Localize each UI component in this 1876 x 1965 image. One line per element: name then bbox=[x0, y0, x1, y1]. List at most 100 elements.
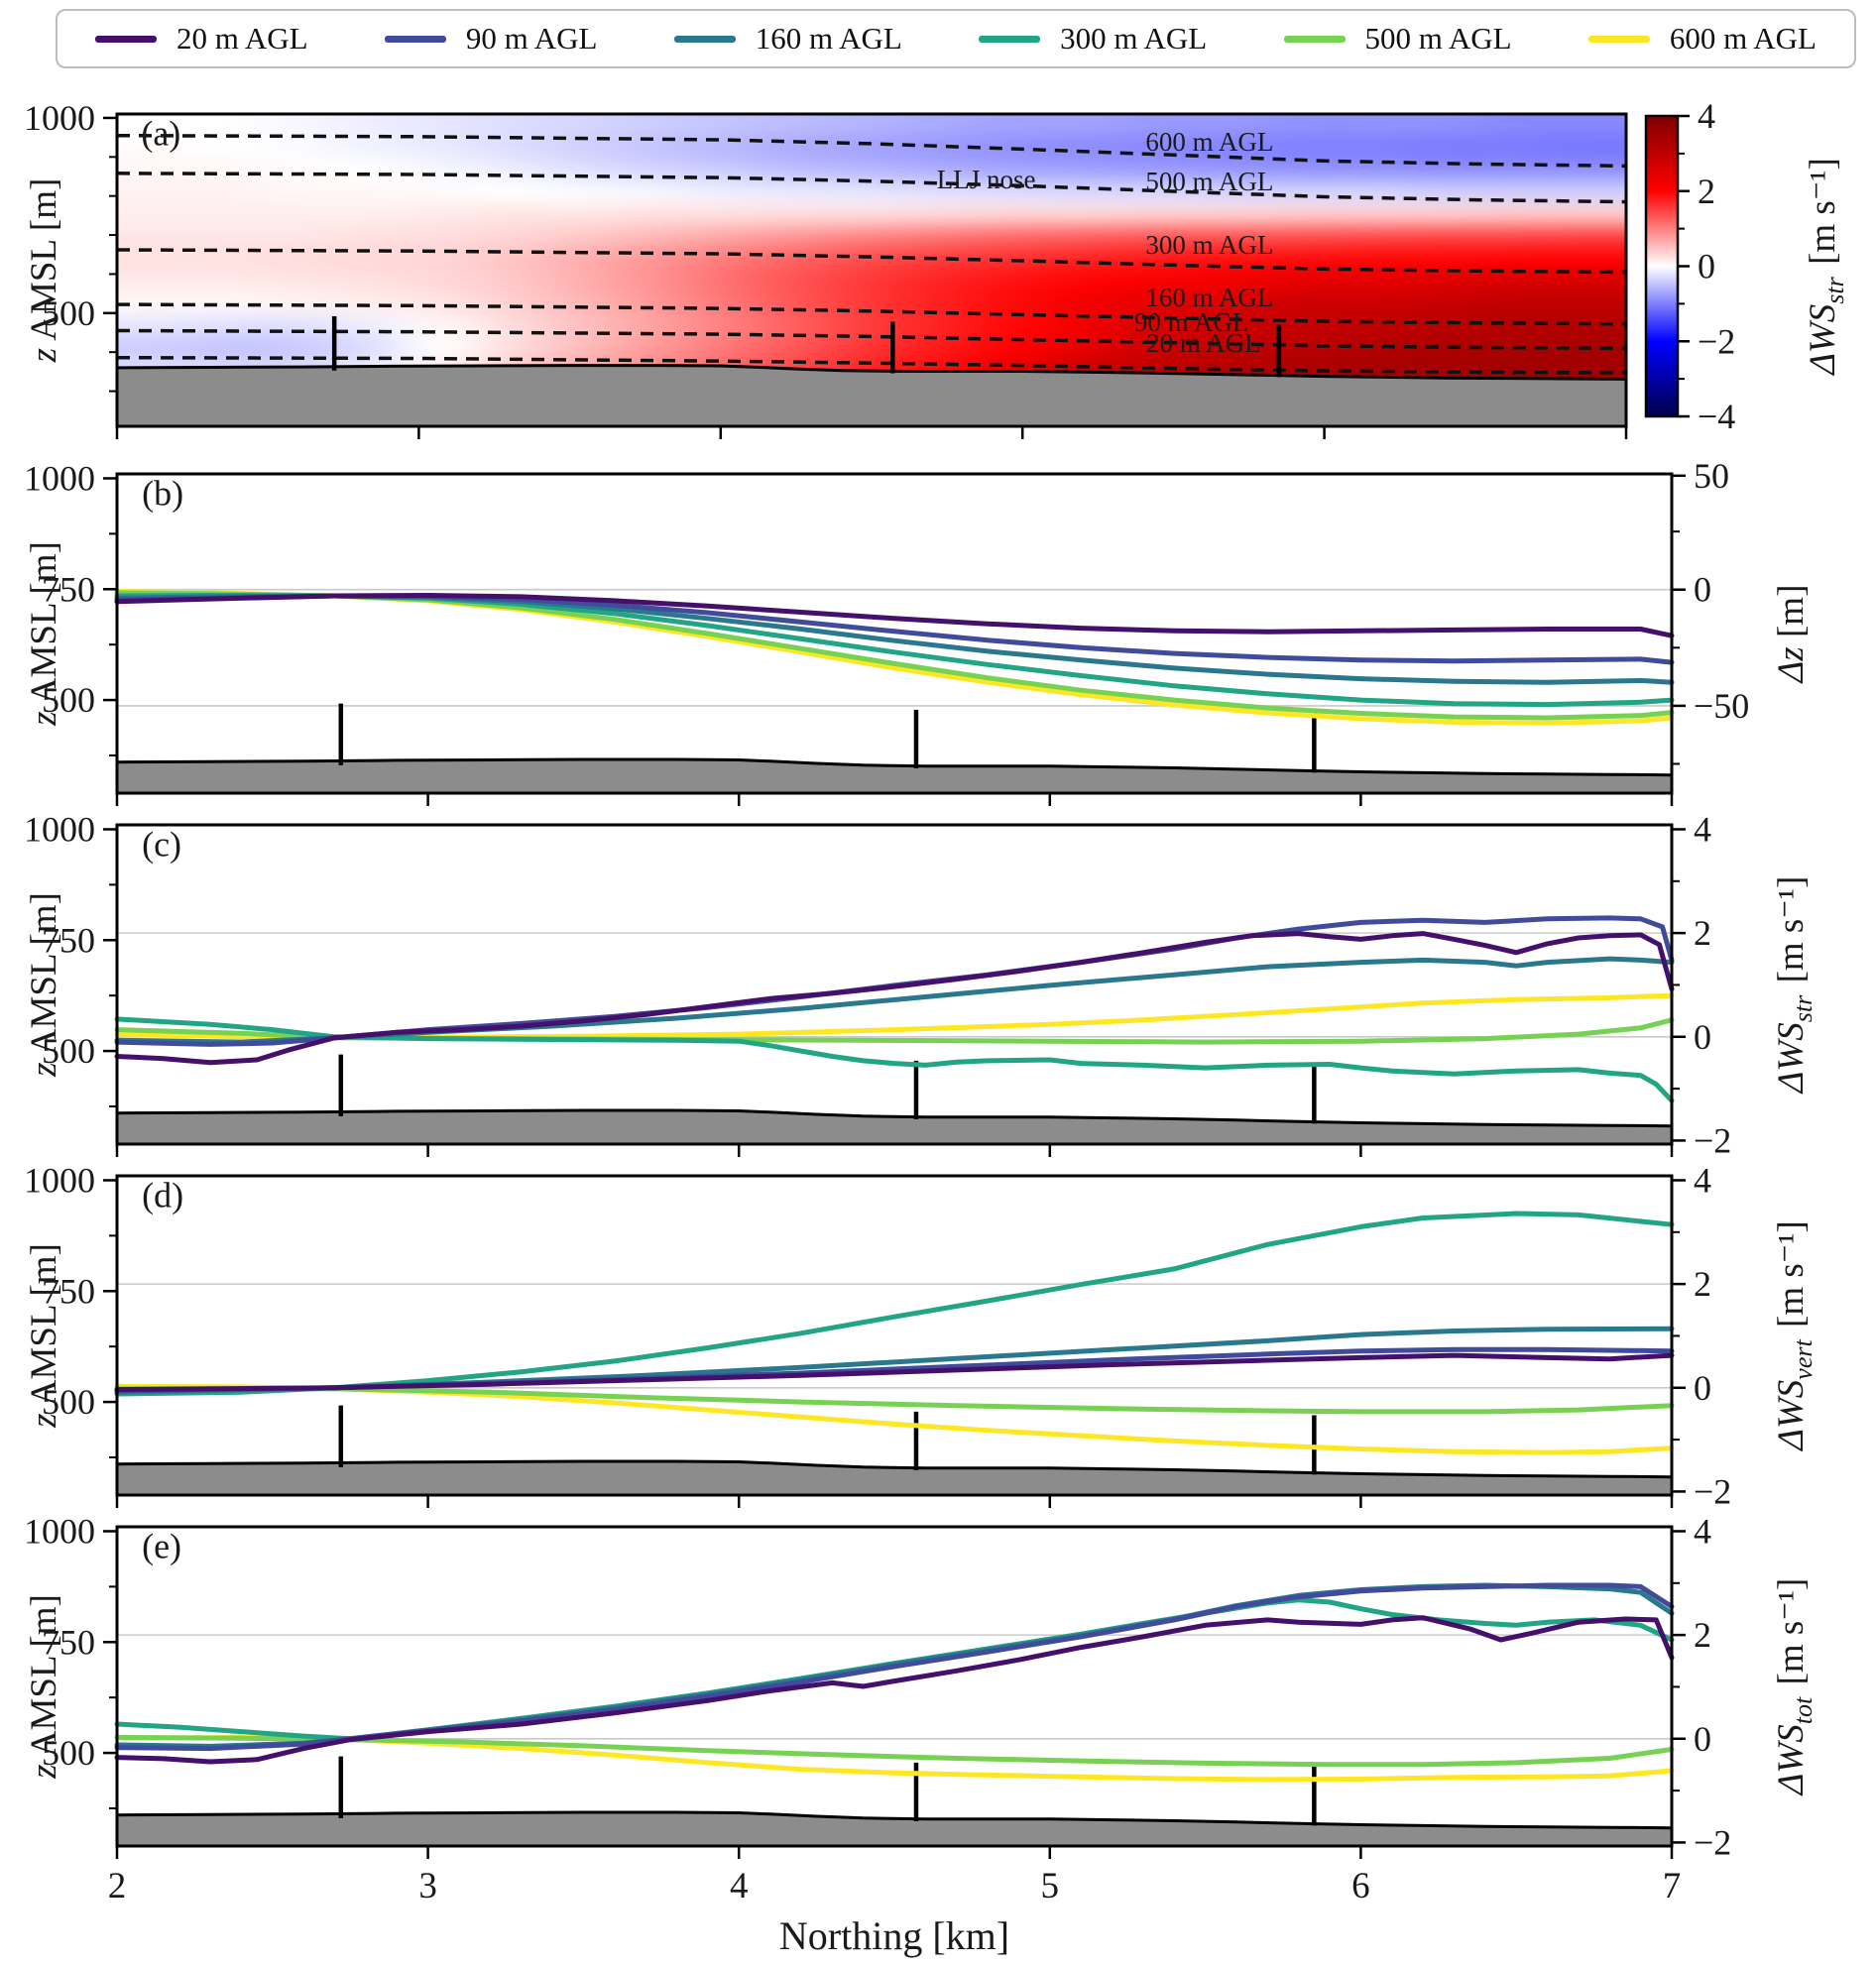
contour-label: 500 m AGL bbox=[1145, 167, 1273, 196]
colorbar-label: ΔWSstr [m s⁻¹] bbox=[1803, 158, 1849, 377]
series-500-m-agl bbox=[114, 590, 1675, 721]
right-tick-label: 4 bbox=[1694, 809, 1711, 849]
x-tick-label: 3 bbox=[418, 1866, 437, 1907]
x-axis-label: Northing [km] bbox=[779, 1913, 1009, 1958]
panel-letter: (c) bbox=[142, 824, 181, 864]
legend-item-label: 90 m AGL bbox=[465, 21, 598, 56]
y-tick-label: 500 bbox=[42, 1031, 95, 1071]
series-20-m-agl bbox=[114, 931, 1675, 1066]
contour-label: 600 m AGL bbox=[1145, 127, 1273, 157]
y-tick-label: 500 bbox=[42, 293, 95, 333]
y-tick-label: 500 bbox=[42, 680, 95, 720]
series-300-m-agl bbox=[114, 1016, 1675, 1103]
x-tick-label: 2 bbox=[108, 1866, 127, 1907]
legend-item-label: 600 m AGL bbox=[1669, 21, 1817, 56]
legend-item-600-m-agl: 600 m AGL bbox=[1587, 21, 1817, 57]
y-tick-label: 1000 bbox=[24, 1511, 95, 1551]
legend-item-90-m-agl: 90 m AGL bbox=[384, 21, 598, 57]
y-tick-label: 750 bbox=[42, 1622, 95, 1662]
terrain bbox=[117, 365, 1626, 426]
right-axis-label: ΔWStot [m s⁻¹] bbox=[1771, 1578, 1817, 1797]
terrain-surface-line bbox=[116, 757, 1673, 777]
right-tick-label: −2 bbox=[1694, 1471, 1731, 1511]
plot-frame bbox=[115, 1525, 1674, 1848]
terrain-surface-line bbox=[116, 1108, 1673, 1128]
x-tick-label: 6 bbox=[1351, 1866, 1370, 1907]
contour-label: LLJ nose bbox=[937, 165, 1036, 194]
colorbar-tick-label: 2 bbox=[1698, 172, 1715, 211]
series-20-m-agl bbox=[114, 1352, 1675, 1393]
series-90-m-agl bbox=[114, 1582, 1675, 1752]
colorbar-tick-label: −4 bbox=[1698, 397, 1735, 436]
contour-line-300-m-agl bbox=[116, 248, 1627, 275]
series-20-m-agl bbox=[114, 593, 1675, 638]
series-600-m-agl bbox=[114, 1383, 1675, 1455]
contour-line-20-m-agl bbox=[116, 355, 1627, 375]
plot-frame bbox=[115, 472, 1674, 795]
contour-label: 160 m AGL bbox=[1145, 283, 1273, 312]
right-axis-label: ΔWSstr [m s⁻¹] bbox=[1771, 876, 1817, 1096]
panel-d: (d) 1000 750 500 4 2 0 −2 ΔWSvert [m s⁻¹] z AMSL … bbox=[24, 1160, 1817, 1511]
right-tick-label: 4 bbox=[1694, 1160, 1711, 1200]
legend-item-160-m-agl: 160 m AGL bbox=[673, 21, 902, 57]
left-axis-label: z AMSL [m] bbox=[24, 541, 64, 727]
colorbar-gradient bbox=[1644, 114, 1680, 418]
right-tick-label: 4 bbox=[1694, 1511, 1711, 1551]
y-tick-label: 750 bbox=[42, 569, 95, 609]
legend-item-500-m-agl: 500 m AGL bbox=[1283, 21, 1512, 57]
legend-line-swatch bbox=[979, 35, 1041, 43]
contour-label: 20 m AGL bbox=[1146, 328, 1261, 358]
contour-line-500-m-agl bbox=[116, 172, 1627, 204]
right-tick-label: 0 bbox=[1694, 1719, 1711, 1759]
panel-letter: (e) bbox=[142, 1526, 181, 1565]
x-tick-label: 7 bbox=[1663, 1866, 1682, 1907]
legend-line-swatch bbox=[384, 35, 446, 43]
panel-letter: (a) bbox=[141, 114, 180, 154]
y-tick-label: 1000 bbox=[24, 98, 95, 138]
right-tick-label: −50 bbox=[1694, 686, 1749, 726]
legend-item-label: 160 m AGL bbox=[755, 21, 902, 56]
panel-letter: (d) bbox=[142, 1175, 183, 1214]
contour-line-600-m-agl bbox=[116, 133, 1627, 169]
right-tick-label: 0 bbox=[1694, 1368, 1711, 1408]
terrain bbox=[117, 1110, 1672, 1144]
legend-line-swatch bbox=[95, 35, 157, 43]
legend-item-label: 500 m AGL bbox=[1364, 21, 1512, 56]
series-500-m-agl bbox=[114, 1734, 1675, 1768]
right-tick-label: 2 bbox=[1694, 913, 1711, 953]
panel-letter: (b) bbox=[142, 473, 183, 513]
legend: 20 m AGL 90 m AGL 160 m AGL 300 m AGL 500 m … bbox=[56, 9, 1856, 68]
right-tick-label: 2 bbox=[1694, 1615, 1711, 1655]
terrain bbox=[117, 1812, 1672, 1846]
plot-frame bbox=[115, 1174, 1674, 1497]
panel-a: 600 m AGL LLJ nose 500 m AGL 300 m AGL 160 m… bbox=[24, 98, 1628, 439]
terrain bbox=[117, 759, 1672, 793]
plot-frame bbox=[115, 112, 1628, 428]
right-tick-label: 2 bbox=[1694, 1264, 1711, 1304]
right-axis-label: ΔWSvert [m s⁻¹] bbox=[1771, 1220, 1817, 1452]
right-tick-label: 0 bbox=[1694, 570, 1711, 610]
legend-item-20-m-agl: 20 m AGL bbox=[95, 21, 308, 57]
series-300-m-agl bbox=[114, 1211, 1675, 1397]
y-tick-label: 500 bbox=[42, 1382, 95, 1422]
y-tick-label: 1000 bbox=[24, 1160, 95, 1200]
right-tick-label: 50 bbox=[1694, 456, 1729, 496]
colorbar-tick-label: 0 bbox=[1698, 247, 1715, 287]
y-tick-label: 750 bbox=[42, 920, 95, 960]
legend-item-label: 20 m AGL bbox=[176, 21, 308, 56]
legend-line-swatch bbox=[673, 35, 736, 43]
contour-label: 300 m AGL bbox=[1145, 230, 1273, 260]
contour-line-160-m-agl bbox=[116, 302, 1627, 326]
series-20-m-agl bbox=[114, 1615, 1675, 1765]
terrain-surface-line bbox=[116, 364, 1627, 381]
legend-line-swatch bbox=[1587, 35, 1650, 43]
y-tick-label: 1000 bbox=[24, 458, 95, 498]
colorbar-tick-label: −2 bbox=[1698, 321, 1735, 361]
right-tick-label: 0 bbox=[1694, 1017, 1711, 1057]
series-160-m-agl bbox=[114, 1326, 1675, 1395]
y-tick-label: 750 bbox=[42, 1271, 95, 1311]
panel-c: (c) 1000 750 500 4 2 0 −2 ΔWSstr [m s⁻¹] z AMSL [… bbox=[24, 809, 1817, 1160]
